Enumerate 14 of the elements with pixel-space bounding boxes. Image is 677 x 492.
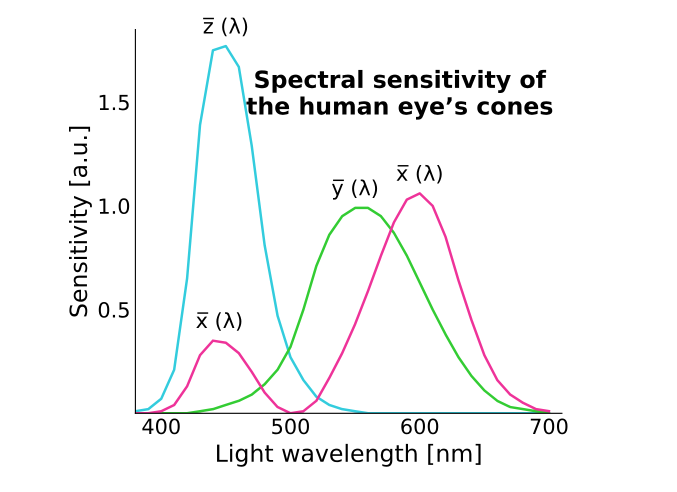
y-tick-label: 0.5 [98,302,129,318]
x-axis-title: Light wavelength [nm] [217,444,481,467]
text: Spectral sensitivity of the human eye’s cones [246,70,552,120]
y-tick-label: 1.0 [100,198,130,214]
x-tick-label: 700 [530,418,568,434]
x-tick-label: 600 [401,418,438,434]
series-label: z̅ (λ) [203,18,248,36]
y-tick-label: 1.5 [100,94,129,110]
annotation: x̅ (λ) [196,312,242,331]
y-axis-title: Sensitivity [a.u.] [69,126,92,316]
series-label: x̅ (λ) [396,164,442,184]
x-tick-label: 500 [272,418,309,434]
series-label: y̅ (λ) [332,179,378,200]
x-tick-label: 400 [142,418,180,434]
